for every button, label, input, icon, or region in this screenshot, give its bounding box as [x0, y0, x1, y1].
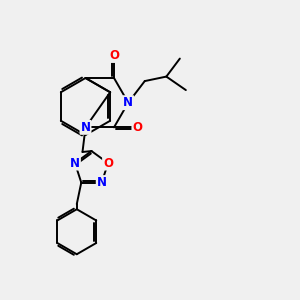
Text: O: O [109, 49, 119, 62]
Text: O: O [132, 121, 142, 134]
Text: N: N [123, 96, 133, 109]
Text: O: O [103, 157, 113, 169]
Text: N: N [80, 121, 91, 134]
Text: N: N [70, 157, 80, 169]
Text: N: N [97, 176, 107, 189]
